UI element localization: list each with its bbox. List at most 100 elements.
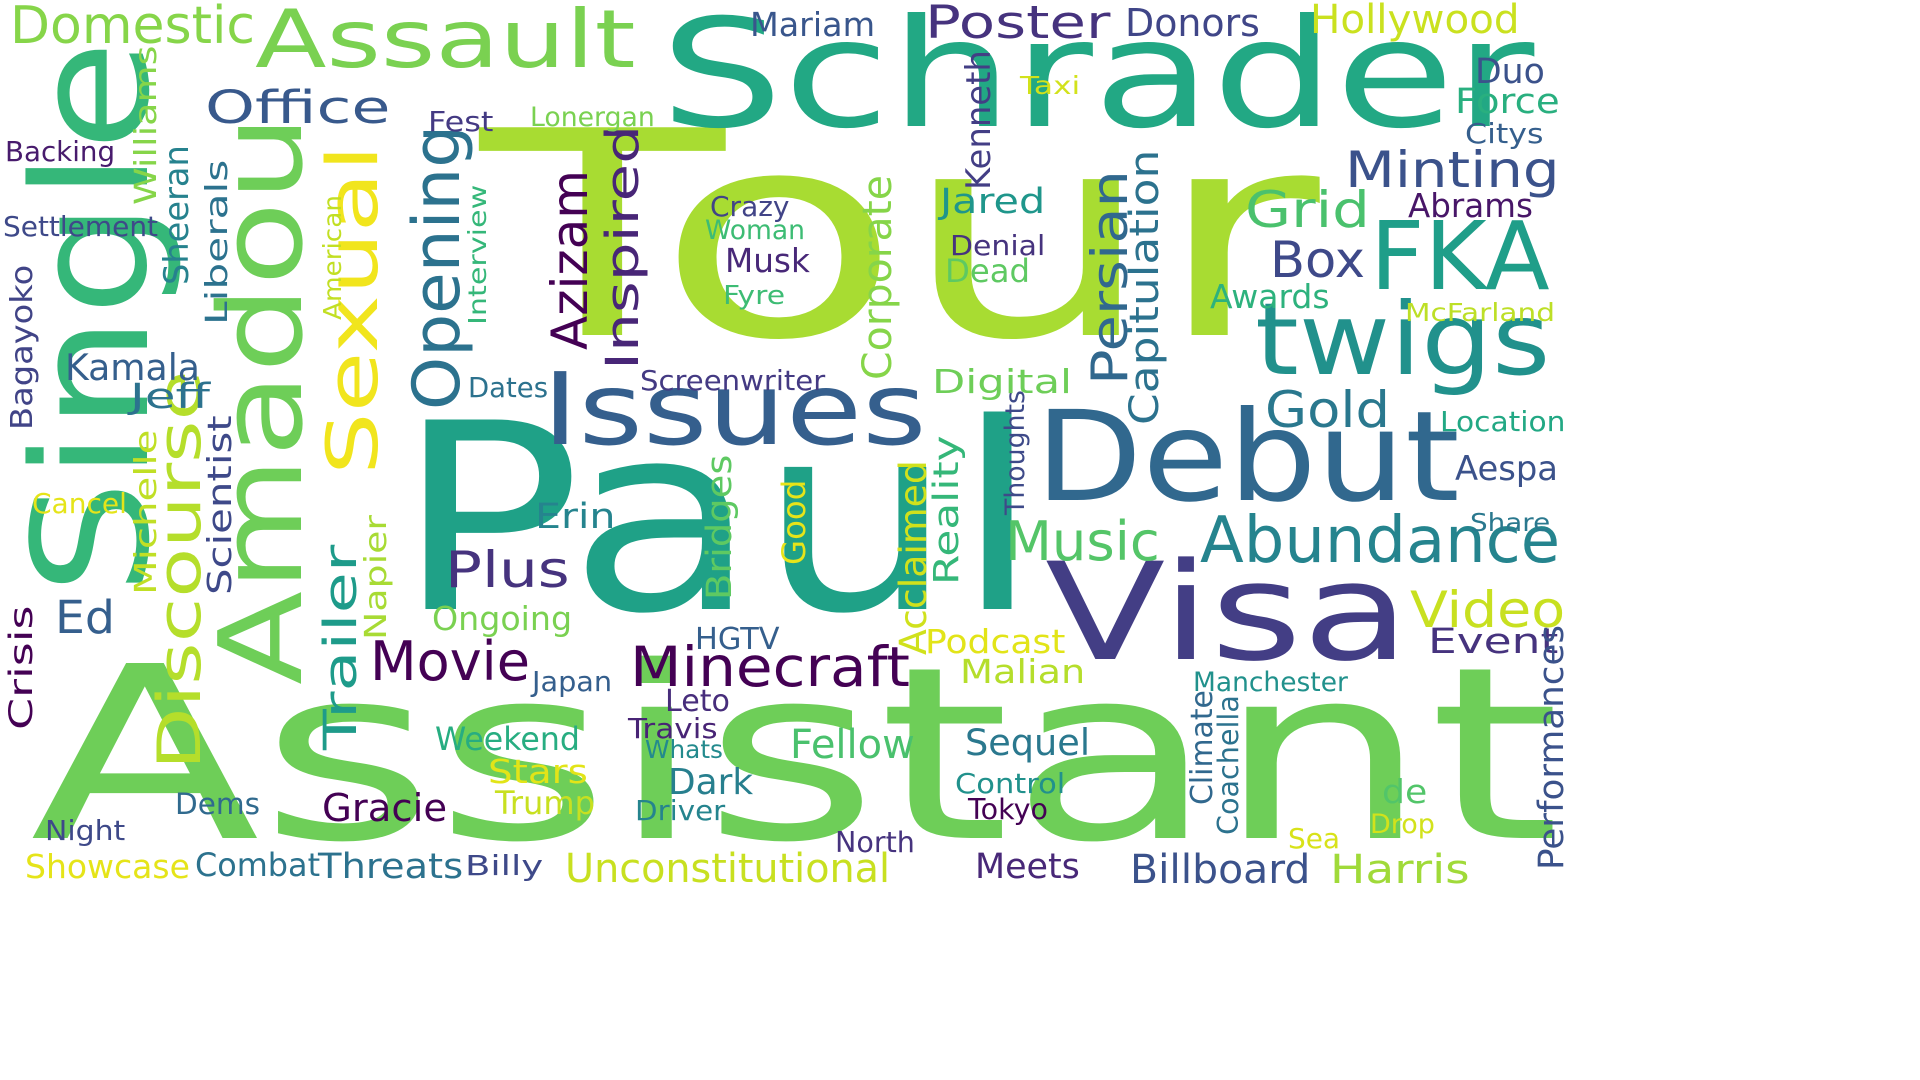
word-climate: Climate <box>1185 690 1220 805</box>
word-musk: Musk <box>725 242 810 280</box>
word-williams: Williams <box>129 45 164 205</box>
word-donors: Donors <box>1125 1 1260 45</box>
word-corporate: Corporate <box>855 175 901 380</box>
word-japan: Japan <box>532 665 613 698</box>
word-dates: Dates <box>468 372 549 404</box>
word-sea: Sea <box>1288 822 1341 855</box>
word-paul: Paul <box>395 369 1041 671</box>
word-kenneth: Kenneth <box>959 50 998 190</box>
word-lonergan: Lonergan <box>530 102 655 133</box>
word-travis: Travis <box>628 712 718 745</box>
word-harris: Harris <box>1330 847 1470 893</box>
word-mcfarland: McFarland <box>1405 298 1555 327</box>
word-awards: Awards <box>1210 277 1330 316</box>
word-jared: Jared <box>940 182 1046 222</box>
word-opening: Opening <box>400 124 475 410</box>
word-assault: Assault <box>255 0 636 86</box>
word-assistant: Assistant <box>30 615 1561 895</box>
word-combat: Combat <box>195 846 321 884</box>
word-night: Night <box>45 814 126 847</box>
word-hgtv: HGTV <box>695 622 780 657</box>
word-billy: Billy <box>465 849 544 882</box>
word-trailer: Trailer <box>314 544 367 750</box>
word-denial: Denial <box>950 229 1046 262</box>
word-cancel: Cancel <box>32 487 127 520</box>
word-fka: FKA <box>1370 202 1550 312</box>
word-interview: Interview <box>463 184 492 325</box>
word-settlement: Settlement <box>3 210 159 243</box>
word-threats: Threats <box>318 847 464 887</box>
word-minecraft: Minecraft <box>630 635 910 699</box>
word-gold: Gold <box>1265 381 1390 439</box>
word-movie: Movie <box>370 630 530 693</box>
word-trump: Trump <box>495 784 595 822</box>
word-force: Force <box>1455 82 1560 122</box>
word-music: Music <box>1005 510 1160 573</box>
word-napier: Napier <box>359 515 394 640</box>
word-office: Office <box>205 81 391 134</box>
word-north: North <box>835 825 915 859</box>
word-erin: Erin <box>535 497 616 537</box>
word-unconstitutional: Unconstitutional <box>565 846 891 892</box>
word-fellow: Fellow <box>790 722 915 768</box>
word-michelle: Michelle <box>129 429 164 595</box>
word-fyre: Fyre <box>723 281 786 311</box>
word-inspired: Inspired <box>596 124 649 371</box>
word-good: Good <box>775 479 813 565</box>
word-control: Control <box>955 767 1066 800</box>
word-screenwriter: Screenwriter <box>640 364 826 397</box>
word-tour: Tour <box>480 71 1320 403</box>
word-event: Event <box>1428 622 1559 662</box>
word-citys: Citys <box>1465 117 1544 150</box>
word-video: Video <box>1410 581 1566 639</box>
word-jeff: Jeff <box>130 377 210 417</box>
word-backing: Backing <box>5 135 116 168</box>
word-leto: Leto <box>665 684 730 719</box>
word-driver: Driver <box>635 794 726 827</box>
word-podcast: Podcast <box>925 622 1066 661</box>
word-minting: Minting <box>1345 141 1560 199</box>
word-domestic: Domestic <box>10 0 256 56</box>
word-manchester: Manchester <box>1193 667 1348 698</box>
word-mariam: Mariam <box>750 5 876 44</box>
word-visa: Visa <box>1045 534 1410 691</box>
word-duo: Duo <box>1475 52 1545 92</box>
word-crisis: Crisis <box>2 605 40 730</box>
word-thoughts: Thoughts <box>1000 390 1031 515</box>
word-whats: Whats <box>645 735 723 764</box>
word-schrader: Schrader <box>660 0 1535 162</box>
word-liberals: Liberals <box>200 159 235 325</box>
word-reality: Reality <box>927 435 967 585</box>
word-box: Box <box>1270 231 1365 289</box>
word-debut: Debut <box>1035 385 1460 530</box>
word-meets: Meets <box>975 847 1080 887</box>
word-twigs: twigs <box>1255 281 1551 398</box>
word-stars: Stars <box>488 752 588 791</box>
word-performances: Performances <box>1532 624 1572 870</box>
word-dems: Dems <box>175 787 260 821</box>
word-taxi: Taxi <box>1020 71 1081 100</box>
word-grid: Grid <box>1245 181 1370 239</box>
word-abundance: Abundance <box>1200 504 1561 578</box>
word-woman: Woman <box>705 215 806 246</box>
word-fest: Fest <box>428 105 494 138</box>
word-plus: Plus <box>445 541 570 599</box>
word-tokyo: Tokyo <box>968 792 1048 826</box>
word-malian: Malian <box>960 652 1086 691</box>
word-kamala: Kamala <box>65 346 200 389</box>
word-weekend: Weekend <box>435 722 580 758</box>
word-sheeran: Sheeran <box>157 145 196 285</box>
word-share: Share <box>1470 508 1551 537</box>
word-bagayoko: Bagayoko <box>5 264 40 430</box>
word-azizam: Azizam <box>541 170 599 350</box>
word-poster: Poster <box>925 0 1111 49</box>
word-dark: Dark <box>668 762 754 803</box>
word-ed: Ed <box>55 591 115 644</box>
word-american: American <box>318 195 347 320</box>
word-abrams: Abrams <box>1408 187 1533 225</box>
word-issues: Issues <box>542 351 927 468</box>
word-location: Location <box>1440 405 1566 438</box>
word-showcase: Showcase <box>25 847 190 886</box>
word-capitulation: Capitulation <box>1122 149 1168 425</box>
